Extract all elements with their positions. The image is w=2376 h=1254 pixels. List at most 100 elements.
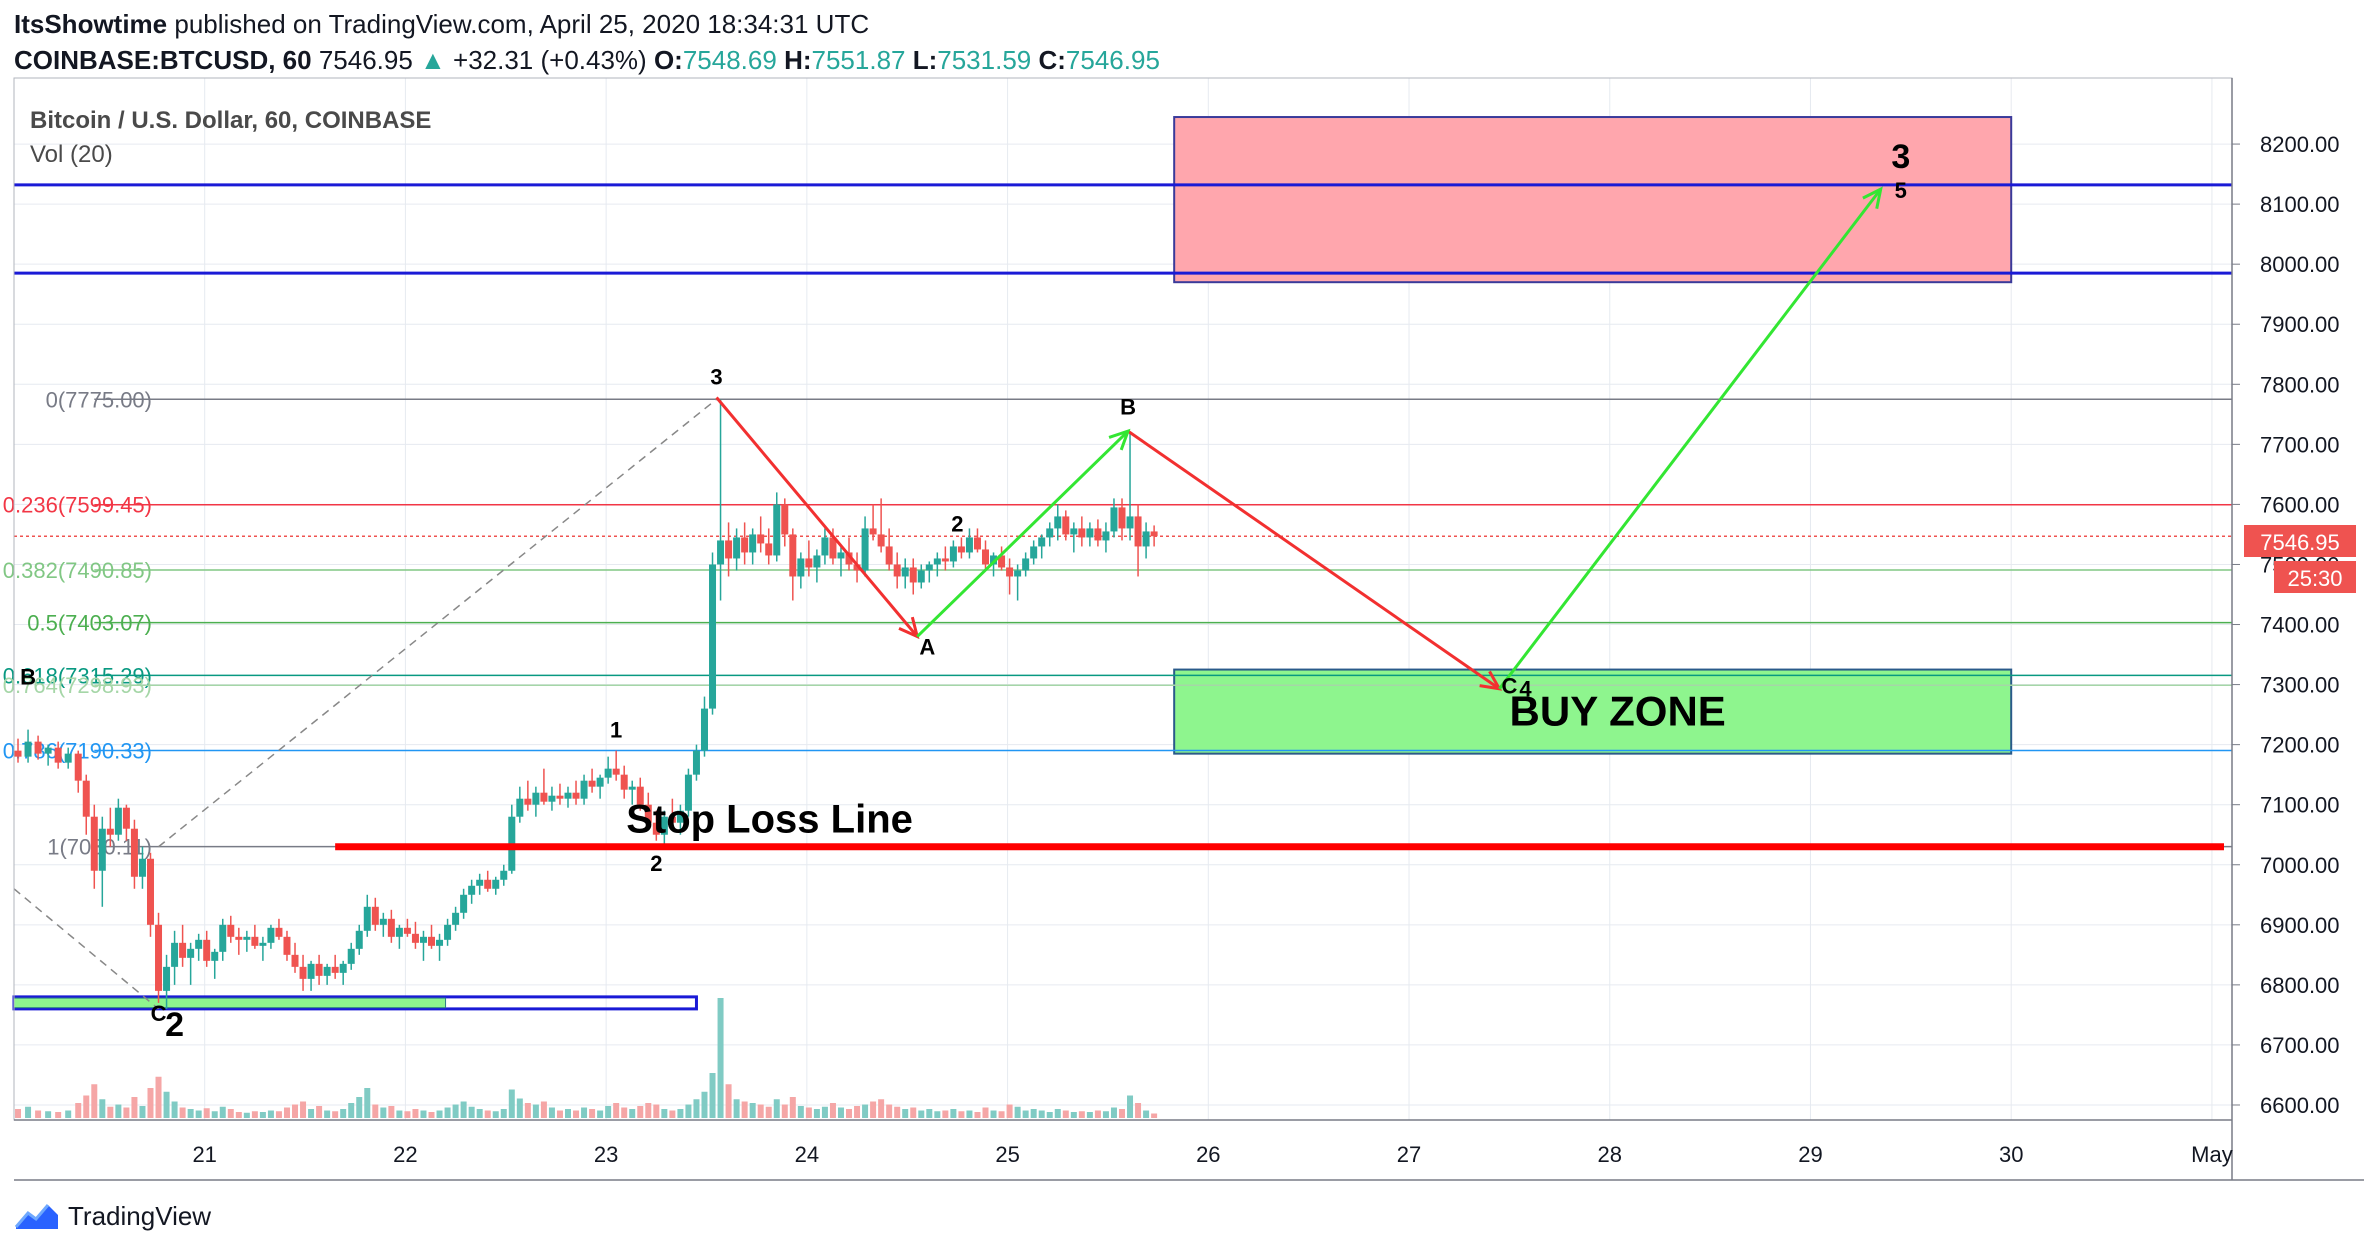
candle-body: [315, 963, 323, 976]
publish-header: ItsShowtime published on TradingView.com…: [14, 6, 2354, 78]
volume-bar: [1135, 1103, 1142, 1118]
volume-bar: [1070, 1112, 1077, 1118]
candle-body: [203, 939, 211, 961]
volume-bar: [805, 1107, 812, 1118]
volume-bar: [396, 1110, 403, 1118]
candle-body: [813, 555, 821, 568]
volume-bar: [107, 1106, 114, 1118]
price-change: +32.31 (+0.43%): [453, 45, 647, 75]
author-name[interactable]: ItsShowtime: [14, 9, 168, 39]
volume-bar: [556, 1110, 563, 1118]
wave-label: 4: [1519, 677, 1532, 702]
volume-bar: [902, 1109, 909, 1118]
volume-bar: [661, 1109, 668, 1118]
candle-body: [596, 777, 604, 787]
candle-body: [668, 816, 676, 823]
y-tick-label: 7300.00: [2260, 673, 2340, 698]
footer-brand[interactable]: TradingView: [68, 1200, 212, 1231]
candle-body: [524, 798, 532, 805]
candle-body: [14, 750, 22, 757]
candle-body: [1022, 558, 1030, 571]
chart-legend: Bitcoin / U.S. Dollar, 60, COINBASE Vol …: [30, 107, 431, 168]
y-tick-label: 7000.00: [2260, 853, 2340, 878]
volume-bar: [765, 1106, 772, 1118]
axes-layer: 6600.00 6700.00 6800.00 6900.00 7000.00 7100.…: [13, 77, 2364, 1181]
volume-bar: [91, 1084, 98, 1118]
candle-body: [572, 792, 580, 799]
published-text: published on TradingView.com, April 25, …: [174, 9, 870, 39]
volume-bar: [380, 1107, 387, 1118]
volume-bar: [781, 1104, 788, 1118]
candle-body: [765, 543, 773, 556]
volume-bar: [1127, 1095, 1134, 1118]
x-tick-label: 23: [594, 1142, 618, 1167]
candle-body: [323, 966, 331, 976]
volume-bar: [621, 1107, 628, 1118]
volume-bar: [1102, 1111, 1109, 1118]
wave-green-1: [916, 430, 1130, 638]
candle-body: [692, 750, 700, 775]
open-label: O:: [653, 45, 683, 75]
y-tick-label: 6600.00: [2260, 1093, 2340, 1118]
tradingview-logo-icon[interactable]: [14, 1201, 60, 1231]
volume-bar: [227, 1109, 234, 1118]
volume-bar: [324, 1110, 331, 1118]
x-tick-label: 29: [1798, 1142, 1822, 1167]
open-value: 7548.69: [682, 45, 777, 75]
wave-drawings[interactable]: Stop Loss Line: [335, 186, 2224, 851]
candle-body: [1102, 531, 1110, 541]
candle-body: [805, 558, 813, 568]
candle-body: [114, 807, 122, 835]
volume-bar: [990, 1110, 997, 1118]
stop-loss-label: Stop Loss Line: [626, 798, 913, 842]
candle-body: [24, 741, 32, 757]
candle-body: [106, 828, 114, 835]
volume-bar: [910, 1107, 917, 1118]
candle-body: [82, 780, 90, 817]
y-tick-label: 8000.00: [2260, 252, 2340, 277]
wave-red-2: [1127, 429, 1501, 691]
candle-body: [628, 786, 636, 790]
volume-bar: [516, 1098, 523, 1118]
volume-bar: [685, 1104, 692, 1118]
candle-body: [468, 885, 476, 895]
price-tag-bg: [2244, 525, 2356, 557]
candle-body: [749, 534, 757, 553]
volume-bar: [348, 1103, 355, 1118]
volume-bar: [934, 1111, 941, 1118]
candle-body: [331, 966, 339, 973]
zone-rect: [1173, 668, 2013, 755]
volume-bar: [1143, 1110, 1150, 1118]
volume-bar: [203, 1108, 210, 1118]
volume-bar: [757, 1104, 764, 1118]
price-chart[interactable]: BUY ZONE 0(7775.00) 0.236(7599.45) 0.382(7…: [0, 0, 2376, 1190]
candle-body: [64, 753, 72, 763]
candle-body: [532, 792, 540, 805]
volume-bar: [1118, 1109, 1125, 1118]
x-tick-label: 28: [1598, 1142, 1622, 1167]
candle-body: [275, 927, 283, 937]
candle-body: [411, 933, 419, 943]
candle-body: [444, 924, 452, 940]
candle-body: [299, 966, 307, 979]
candle-body: [379, 918, 387, 925]
volume-bar: [1110, 1107, 1117, 1118]
y-tick-label: 8200.00: [2260, 132, 2340, 157]
volume-bar: [364, 1088, 371, 1118]
fib-level-label: 0.236(7599.45): [3, 493, 152, 518]
candle-body: [492, 879, 500, 889]
volume-bar: [982, 1107, 989, 1118]
candle-body: [620, 774, 628, 790]
candle-body: [998, 555, 1006, 568]
volume-bar: [476, 1109, 483, 1118]
candle-body: [644, 804, 652, 823]
volume-bar: [444, 1107, 451, 1118]
wave-green-1-arrowhead: [1108, 428, 1131, 451]
volume-bar: [1046, 1112, 1053, 1118]
volume-bar: [717, 998, 724, 1118]
volume-bar: [83, 1095, 90, 1118]
volume-bar: [1062, 1110, 1069, 1118]
candle-body: [941, 558, 949, 562]
candle-body: [179, 942, 187, 958]
wave-label: 2: [650, 851, 662, 876]
